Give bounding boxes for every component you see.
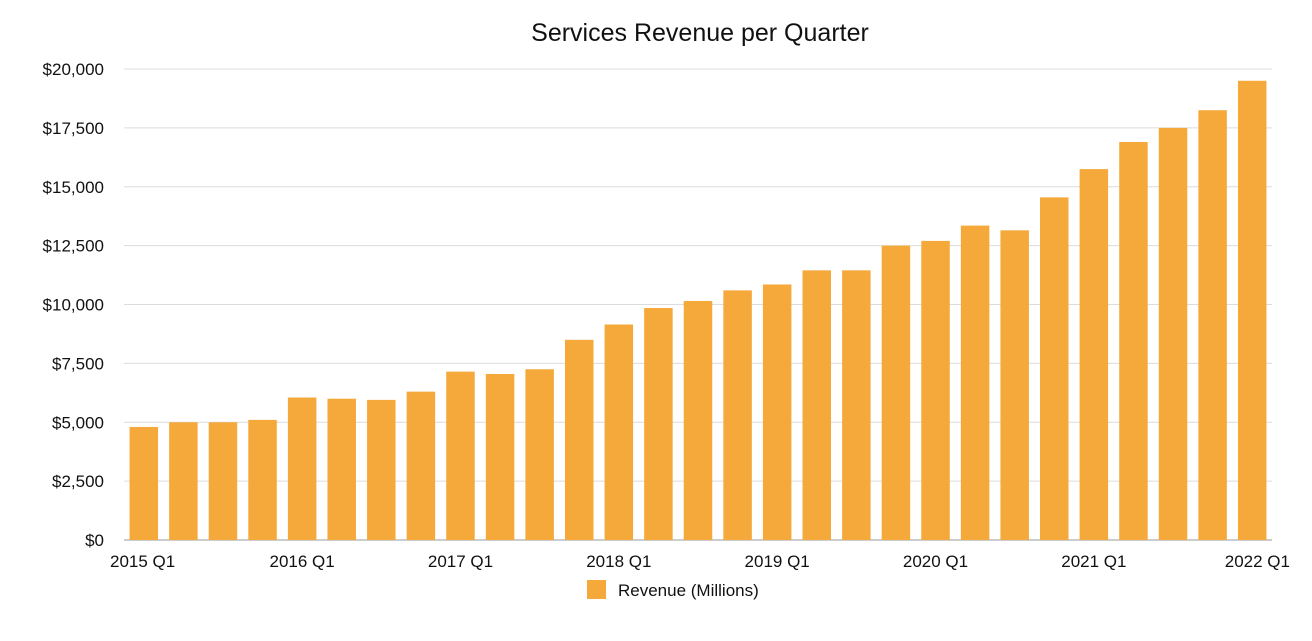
bar <box>1198 110 1227 541</box>
x-tick-label: 2015 Q1 <box>110 552 175 571</box>
bar <box>644 308 673 540</box>
bar <box>723 290 752 540</box>
bar <box>208 422 238 540</box>
bar <box>762 284 792 540</box>
x-tick-label: 2019 Q1 <box>745 552 810 571</box>
bar <box>802 270 832 540</box>
x-tick-label: 2020 Q1 <box>903 552 968 571</box>
y-tick-label: $5,000 <box>52 413 104 432</box>
y-axis-tick-labels: $0 $2,500 $5,000 $7,500 $10,000 $12,500 $15,00… <box>43 60 104 550</box>
bar <box>367 399 396 540</box>
x-tick-label: 2022 Q1 <box>1225 552 1290 571</box>
bar <box>129 426 159 540</box>
bar <box>446 371 475 540</box>
x-tick-label: 2017 Q1 <box>428 552 493 571</box>
y-tick-label: $10,000 <box>43 296 104 315</box>
bar <box>287 397 317 540</box>
y-tick-label: $0 <box>85 531 104 550</box>
y-tick-label: $12,500 <box>43 237 104 256</box>
bar <box>525 369 554 540</box>
y-tick-label: $17,500 <box>43 119 104 138</box>
bar <box>406 391 436 540</box>
bar <box>842 270 871 540</box>
bar <box>1000 230 1029 540</box>
bar <box>564 339 594 540</box>
x-axis-tick-labels: 2015 Q1 2016 Q1 2017 Q1 2018 Q1 2019 Q1 2020 … <box>110 552 1290 571</box>
x-tick-label: 2016 Q1 <box>270 552 335 571</box>
bar <box>248 419 277 540</box>
bar <box>169 422 198 540</box>
bar <box>921 240 950 541</box>
x-tick-label: 2018 Q1 <box>586 552 651 571</box>
bars <box>129 80 1267 541</box>
y-tick-label: $15,000 <box>43 178 104 197</box>
x-tick-label: 2021 Q1 <box>1061 552 1126 571</box>
bar <box>881 245 911 541</box>
y-tick-label: $7,500 <box>52 354 104 373</box>
bar <box>1040 197 1069 540</box>
y-tick-label: $2,500 <box>52 472 104 491</box>
bar <box>683 300 713 540</box>
legend-swatch <box>587 580 606 599</box>
bar <box>1158 127 1188 541</box>
legend: Revenue (Millions) <box>587 580 759 600</box>
bar <box>1119 142 1148 540</box>
bar <box>604 324 634 540</box>
bar <box>1237 80 1267 540</box>
bar <box>1079 169 1109 540</box>
bar <box>960 225 990 541</box>
chart-title: Services Revenue per Quarter <box>531 19 869 47</box>
bar <box>327 398 356 540</box>
y-tick-label: $20,000 <box>43 60 104 79</box>
legend-label: Revenue (Millions) <box>618 581 759 600</box>
bar <box>485 373 515 540</box>
